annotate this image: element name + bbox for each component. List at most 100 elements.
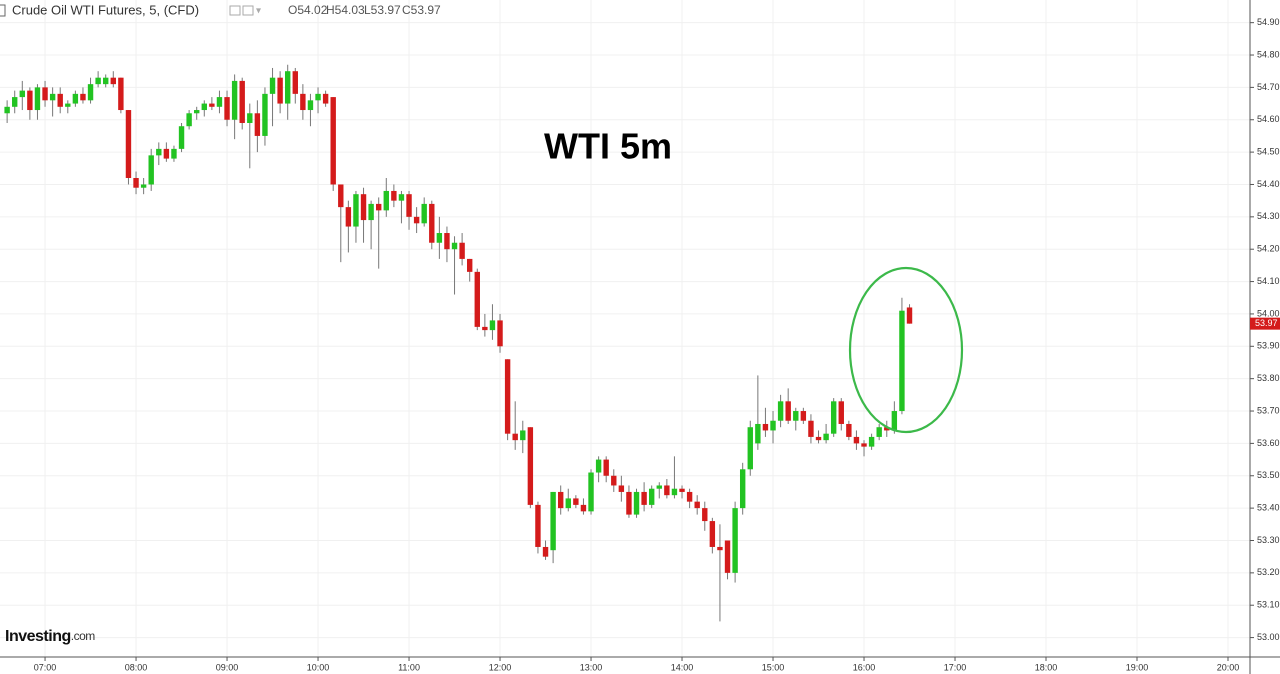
candle-body xyxy=(717,546,723,551)
candle-body xyxy=(216,97,223,107)
candle-body xyxy=(504,359,511,434)
candle-body xyxy=(565,498,571,509)
candle-body xyxy=(95,77,101,85)
candle-body xyxy=(588,472,594,512)
candle-body xyxy=(57,93,63,107)
ohlc-value: H54.03 xyxy=(326,3,365,17)
candle-body xyxy=(815,436,822,441)
candles xyxy=(4,64,913,622)
candle-body xyxy=(231,80,238,120)
candle-body xyxy=(679,488,685,492)
candle-body xyxy=(557,491,564,509)
candle-body xyxy=(300,93,306,111)
y-tick-label: 54.30 xyxy=(1257,211,1280,221)
grid xyxy=(0,0,1250,657)
candle-body xyxy=(429,203,435,243)
y-tick-label: 54.50 xyxy=(1257,146,1280,156)
candle-body xyxy=(4,106,10,114)
candle-body xyxy=(118,77,124,111)
collapse-icon xyxy=(0,4,6,17)
candle-body xyxy=(254,113,261,136)
candle-body xyxy=(808,420,814,437)
candle-body xyxy=(906,307,913,324)
candle-body xyxy=(368,203,374,221)
candle-body xyxy=(603,459,609,476)
candle-body xyxy=(785,401,791,421)
candle-body xyxy=(421,203,427,224)
candle-body xyxy=(451,242,458,250)
candle-body xyxy=(686,491,693,502)
candle-body xyxy=(330,97,336,185)
candle-body xyxy=(573,498,579,505)
candle-body xyxy=(345,207,352,227)
x-tick-label: 18:00 xyxy=(1035,662,1058,672)
candle-body xyxy=(861,443,867,447)
candle-body xyxy=(133,178,139,188)
x-tick-label: 17:00 xyxy=(944,662,967,672)
logo-main: Investing xyxy=(5,628,71,645)
candle-body xyxy=(322,93,329,104)
symbol-title: Crude Oil WTI Futures, 5, (CFD) xyxy=(12,2,199,17)
y-tick-label: 53.10 xyxy=(1257,600,1280,610)
candle-body xyxy=(413,216,420,224)
candle-body xyxy=(732,508,738,573)
candle-body xyxy=(595,459,602,473)
x-tick-label: 13:00 xyxy=(580,662,603,672)
candle-body xyxy=(474,271,480,327)
y-tick-label: 53.90 xyxy=(1257,341,1280,351)
y-tick-label: 53.30 xyxy=(1257,535,1280,545)
candle-body xyxy=(19,90,25,98)
candle-body xyxy=(80,93,86,101)
candle-body xyxy=(770,420,776,431)
candle-body xyxy=(611,475,617,486)
labels: 53.00 53.10 53.20 53.30 53.40 53.50 53.60 53.70… xyxy=(34,17,1280,672)
candle-body xyxy=(853,436,860,444)
y-tick-label: 54.00 xyxy=(1257,308,1280,318)
y-tick-label: 54.10 xyxy=(1257,276,1280,286)
candle-body xyxy=(762,423,769,431)
candle-body xyxy=(171,148,177,159)
candle-body xyxy=(163,148,170,159)
candle-body xyxy=(194,110,200,114)
candle-body xyxy=(315,93,321,101)
candle-body xyxy=(626,491,632,515)
candle-body xyxy=(823,433,829,441)
candle-body xyxy=(550,491,556,551)
x-tick-label: 16:00 xyxy=(853,662,876,672)
x-tick-label: 11:00 xyxy=(398,662,420,672)
candle-body xyxy=(800,411,807,421)
y-tick-label: 54.60 xyxy=(1257,114,1280,124)
candle-body xyxy=(140,184,147,188)
candle-body xyxy=(671,488,678,496)
candle-body xyxy=(27,90,33,111)
logo-suffix: .com xyxy=(71,629,96,643)
candle-body xyxy=(247,113,253,123)
close-icon xyxy=(242,5,254,16)
candle-body xyxy=(178,126,185,149)
y-tick-label: 53.50 xyxy=(1257,470,1280,480)
candle-body xyxy=(656,485,662,489)
candle-body xyxy=(406,194,412,217)
candle-body xyxy=(391,190,397,201)
candle-body xyxy=(376,203,382,211)
y-tick-label: 54.70 xyxy=(1257,82,1280,92)
y-tick-label: 53.70 xyxy=(1257,405,1280,415)
candle-body xyxy=(72,93,79,104)
x-tick-label: 14:00 xyxy=(671,662,694,672)
candle-body xyxy=(262,93,268,136)
y-tick-label: 54.20 xyxy=(1257,244,1280,254)
candle-body xyxy=(186,113,192,127)
candle-body xyxy=(482,326,488,331)
candle-body xyxy=(103,77,109,85)
candle-body xyxy=(209,103,215,107)
candle-body xyxy=(34,87,41,111)
candle-body xyxy=(694,501,700,509)
candle-body xyxy=(489,320,496,331)
candle-body xyxy=(42,87,48,101)
y-tick-label: 53.20 xyxy=(1257,567,1280,577)
candle-body xyxy=(527,427,534,505)
x-tick-label: 19:00 xyxy=(1126,662,1149,672)
ohlc-value: O54.02 xyxy=(288,3,328,17)
candle-body xyxy=(12,97,18,107)
